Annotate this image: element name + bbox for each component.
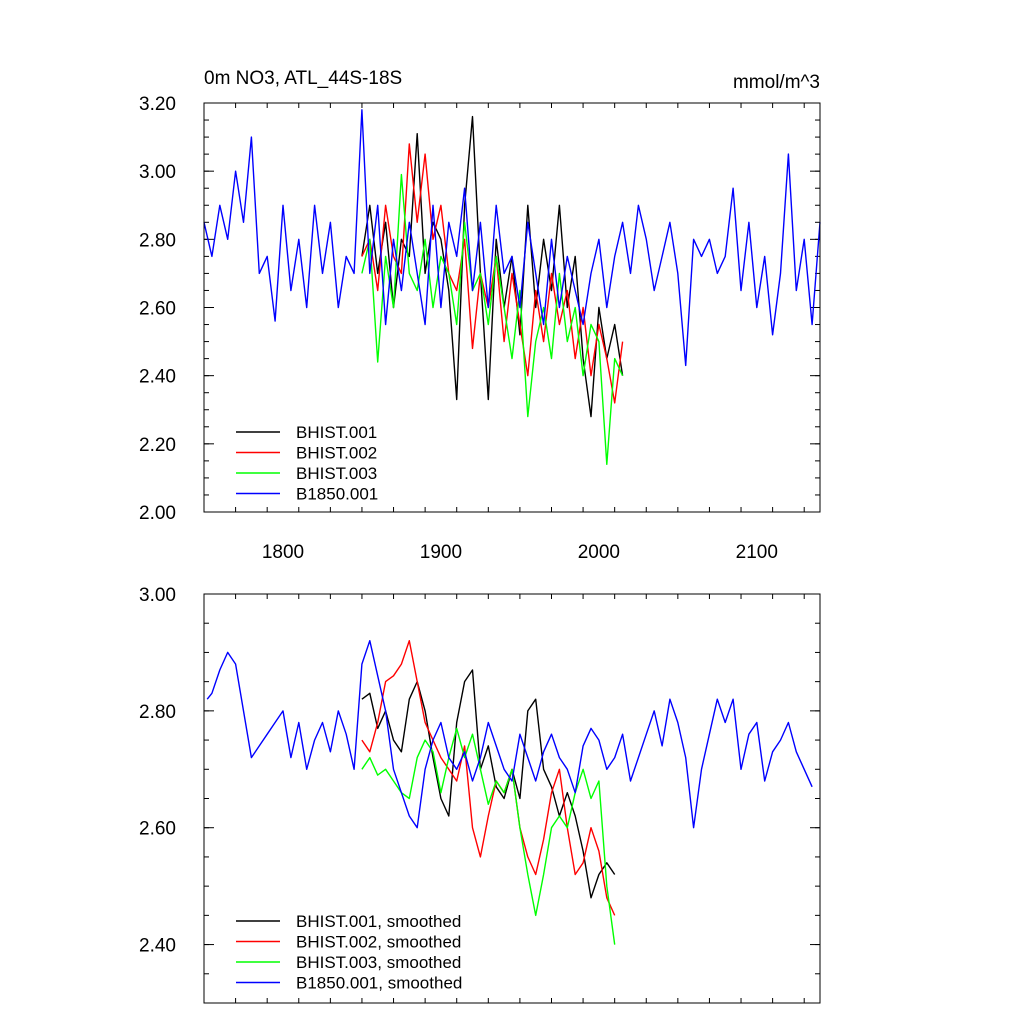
- y-tick-label: 2.40: [139, 936, 176, 957]
- series-line: [361, 669, 616, 899]
- units-label: mmol/m^3: [733, 72, 820, 93]
- legend-label: BHIST.003, smoothed: [296, 953, 461, 972]
- series-line: [206, 640, 813, 829]
- legend-label: B1850.001, smoothed: [296, 974, 462, 993]
- y-tick-label: 3.00: [139, 585, 176, 606]
- y-tick-label: 2.80: [139, 702, 176, 723]
- top-plot-frame: [203, 102, 821, 513]
- y-tick-label: 2.60: [139, 819, 176, 840]
- series-line: [361, 640, 616, 916]
- series-line: [361, 173, 624, 465]
- bottom-panel: 2.402.602.803.00 BHIST.001, smoothedBHIS…: [139, 585, 821, 1004]
- top-panel: 0m NO3, ATL_44S-18S mmol/m^3 2.00 2.20 2.4…: [139, 68, 821, 563]
- legend-label: BHIST.002: [296, 444, 377, 463]
- series-line: [361, 143, 624, 404]
- y-tick-label: 3.00: [139, 162, 176, 183]
- legend-label: BHIST.003: [296, 464, 377, 483]
- chart-title: 0m NO3, ATL_44S-18S: [204, 68, 402, 89]
- series-line: [361, 727, 616, 945]
- legend-label: BHIST.001: [296, 423, 377, 442]
- y-tick-label: 2.20: [139, 435, 176, 456]
- bottom-plot-frame: [203, 593, 821, 1004]
- bottom-legend: BHIST.001, smoothed BHIST.002, smoothedBH…: [236, 912, 462, 993]
- y-tick-label: 2.80: [139, 230, 176, 251]
- legend-label: BHIST.002, smoothed: [296, 933, 461, 952]
- series-line: [203, 109, 821, 367]
- y-tick-label: 2.60: [139, 299, 176, 320]
- y-tick-label: 2.00: [139, 503, 176, 524]
- legend-label: BHIST.001, smoothed: [296, 912, 461, 931]
- legend-label: B1850.001: [296, 485, 378, 504]
- y-tick-label: 3.20: [139, 94, 176, 115]
- x-tick-label: 1800: [262, 542, 304, 563]
- x-tick-label: 1900: [420, 542, 462, 563]
- x-tick-label: 2100: [736, 542, 778, 563]
- y-tick-label: 2.40: [139, 367, 176, 388]
- x-tick-label: 2000: [578, 542, 620, 563]
